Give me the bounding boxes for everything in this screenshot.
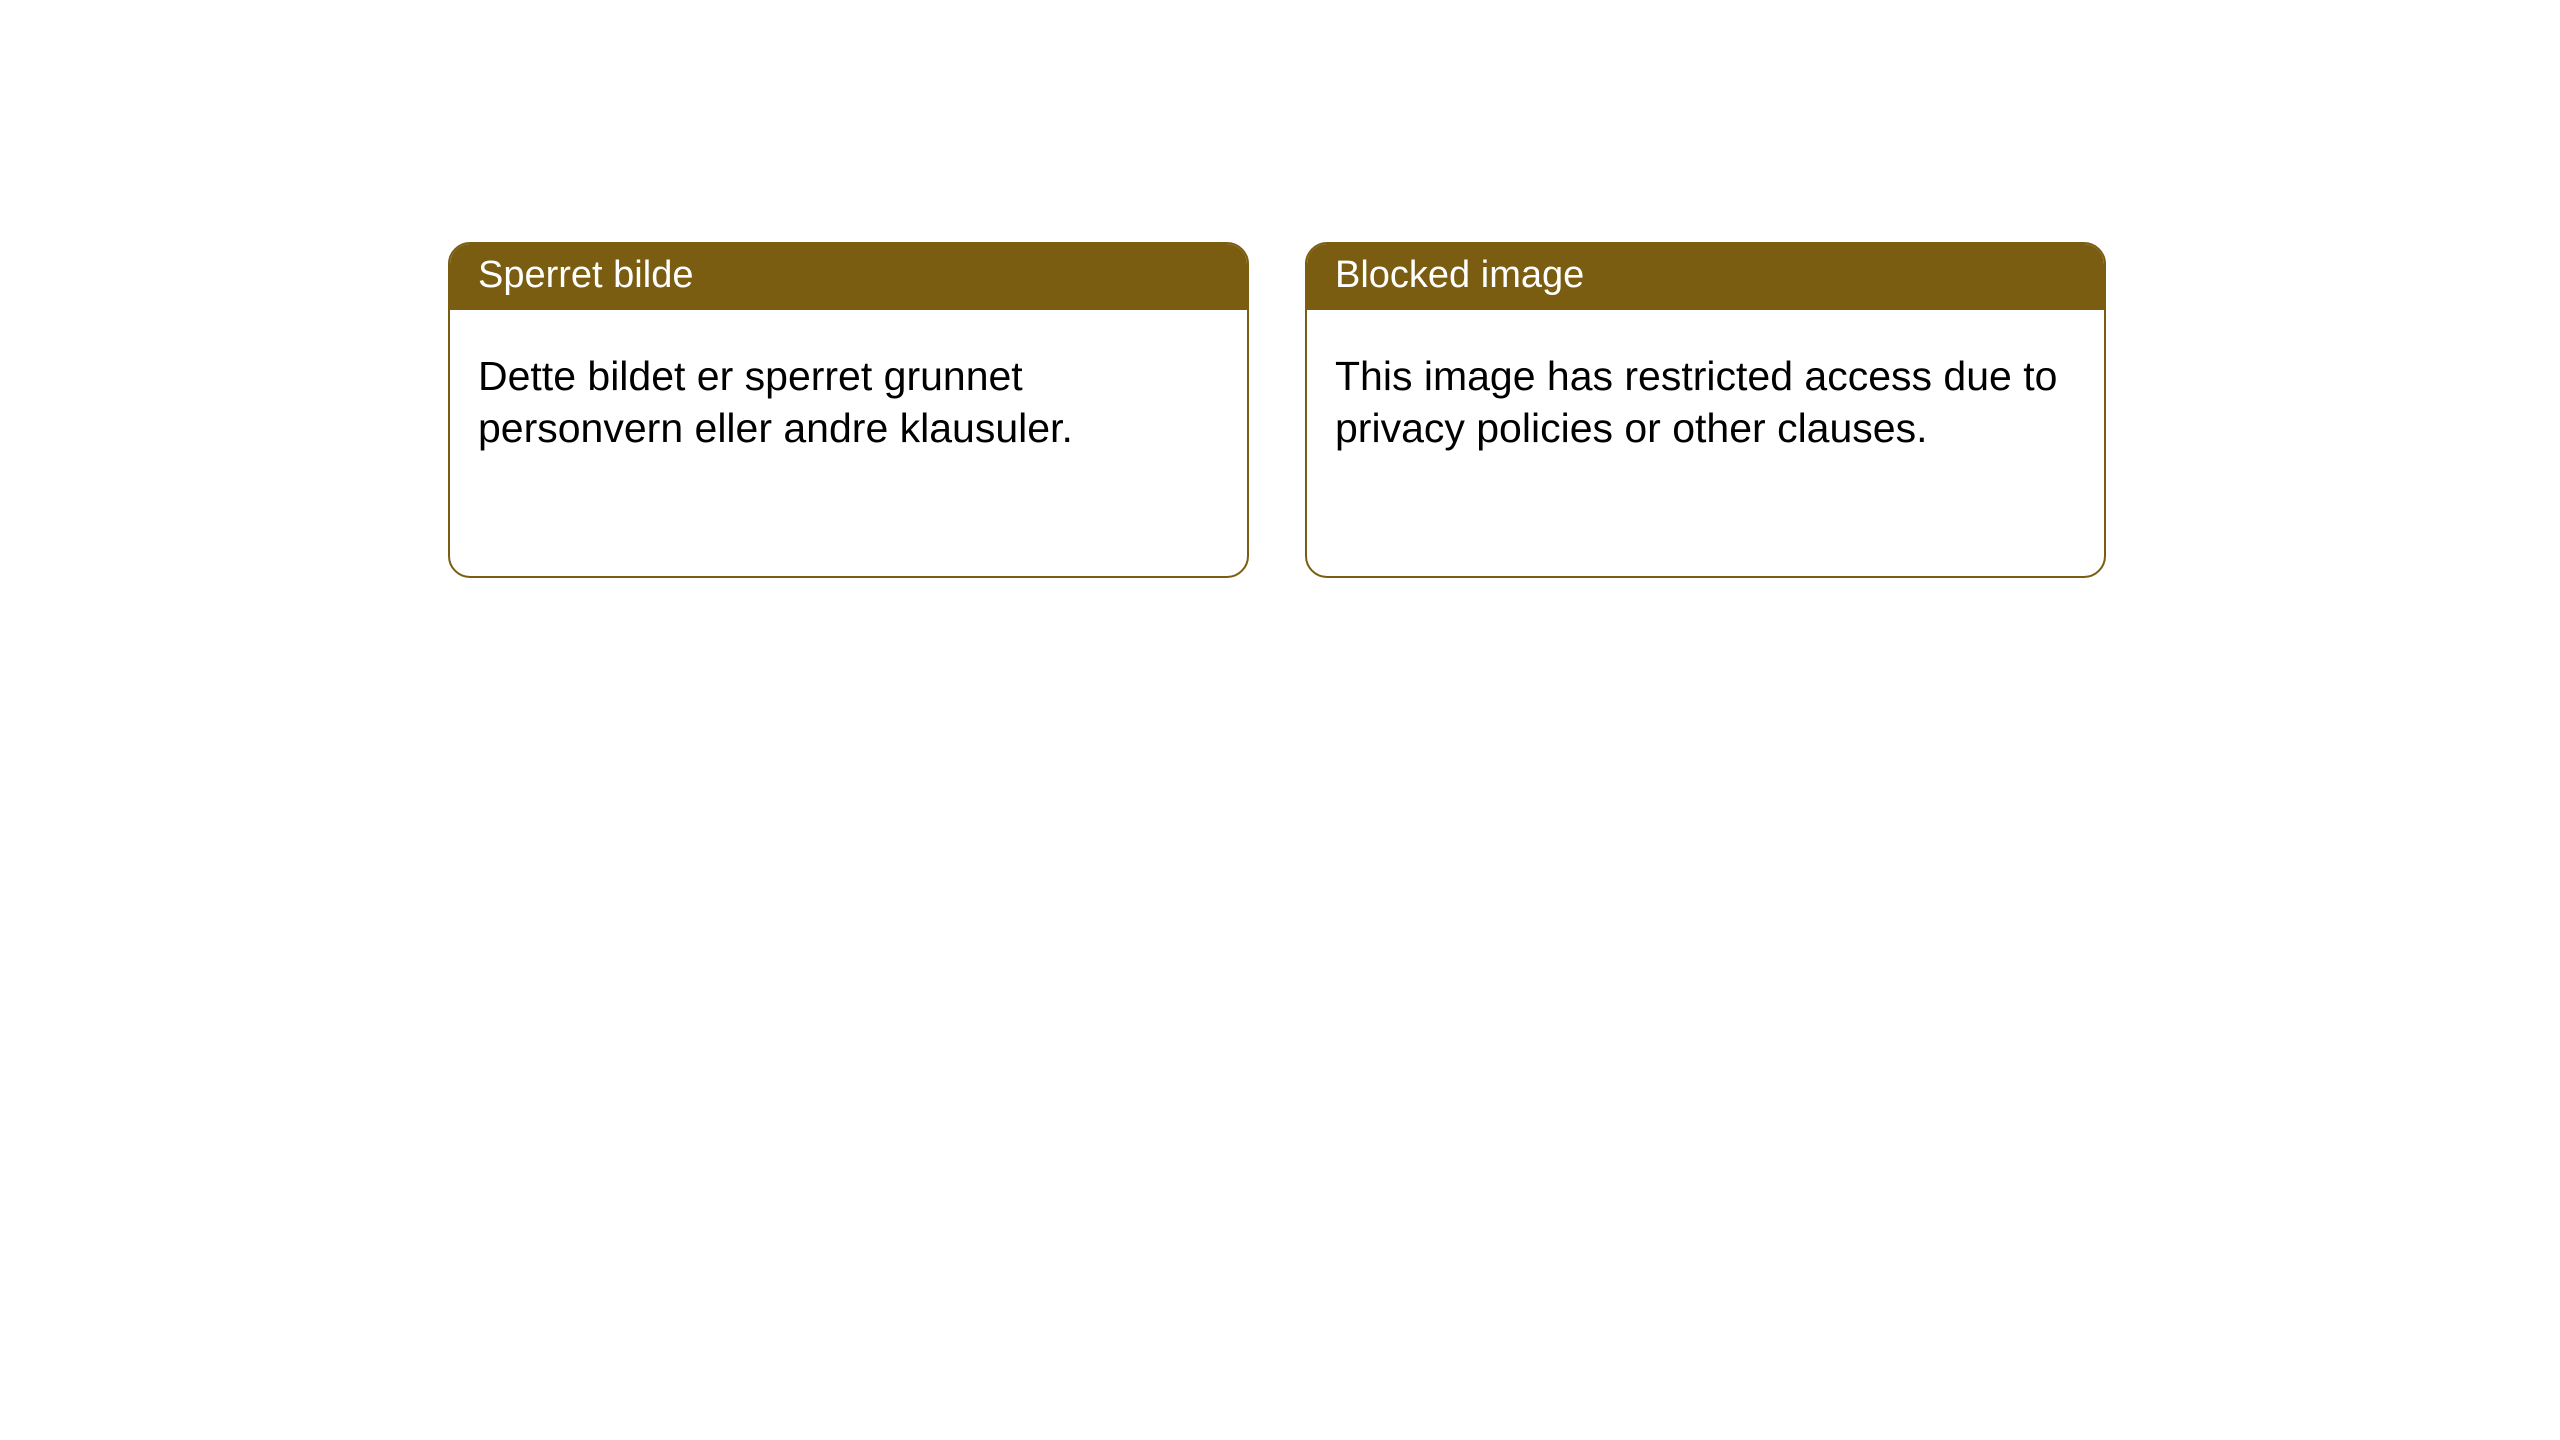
card-body-text: This image has restricted access due to … — [1307, 310, 2104, 483]
card-body-text: Dette bildet er sperret grunnet personve… — [450, 310, 1247, 483]
blocked-image-card-no: Sperret bilde Dette bildet er sperret gr… — [448, 242, 1249, 578]
notice-cards-row: Sperret bilde Dette bildet er sperret gr… — [448, 242, 2106, 578]
blocked-image-card-en: Blocked image This image has restricted … — [1305, 242, 2106, 578]
card-title: Blocked image — [1307, 244, 2104, 310]
card-title: Sperret bilde — [450, 244, 1247, 310]
